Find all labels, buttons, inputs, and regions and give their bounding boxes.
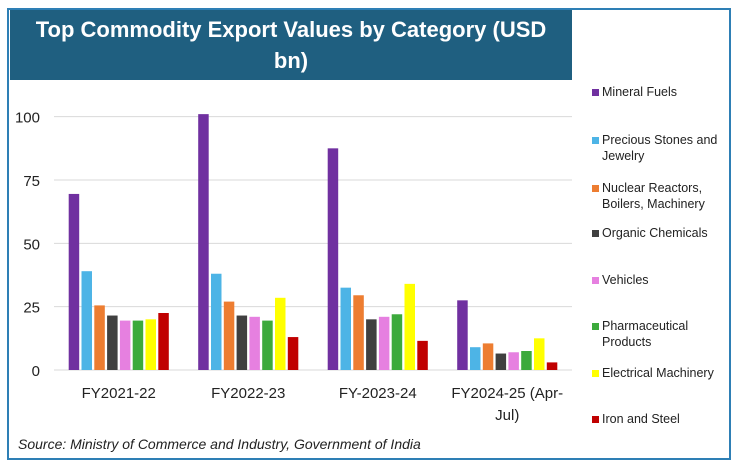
legend-item: Precious Stones and Jewelry	[592, 132, 717, 164]
y-tick-label: 50	[23, 236, 40, 253]
bar-electrical-machinery-3	[534, 338, 545, 370]
bar-iron-and-steel-2	[417, 340, 428, 370]
bar-iron-and-steel-1	[287, 337, 299, 370]
legend-item: Iron and Steel	[592, 411, 680, 427]
bar-electrical-machinery-0	[145, 319, 156, 370]
y-tick-label: 25	[23, 300, 40, 317]
y-tick-label: 100	[15, 110, 40, 127]
legend-item: Pharmaceutical Products	[592, 318, 688, 350]
x-tick-label: FY2024-25 (Apr-	[451, 385, 563, 402]
chart-frame	[7, 8, 731, 460]
legend-swatch	[592, 323, 599, 330]
bar-precious-stones-and-jewelry-3	[470, 347, 481, 370]
bar-organic-chemicals-0	[107, 315, 118, 370]
bar-electrical-machinery-2	[404, 283, 415, 370]
legend-swatch	[592, 370, 599, 377]
bar-pharmaceutical-products-1	[262, 320, 273, 370]
bar-nuclear-reactors-boilers-machinery-0	[94, 305, 105, 370]
bar-precious-stones-and-jewelry-1	[211, 273, 222, 370]
x-tick-label: FY2022-23	[211, 385, 285, 402]
bar-electrical-machinery-1	[275, 297, 286, 370]
bar-organic-chemicals-2	[366, 319, 377, 370]
bar-iron-and-steel-0	[158, 313, 169, 370]
chart-title-text: Top Commodity Export Values by Category …	[35, 17, 547, 73]
source-note: Source: Ministry of Commerce and Industr…	[18, 436, 421, 452]
legend-item: Vehicles	[592, 272, 649, 288]
legend-item: Organic Chemicals	[592, 225, 708, 241]
legend-item: Nuclear Reactors, Boilers, Machinery	[592, 180, 705, 212]
bar-mineral-fuels-0	[68, 193, 80, 370]
y-tick-label: 0	[32, 363, 40, 380]
x-tick-label: FY-2023-24	[339, 385, 417, 402]
legend-swatch	[592, 230, 599, 237]
legend-swatch	[592, 277, 599, 284]
bar-vehicles-0	[119, 320, 131, 370]
bar-organic-chemicals-3	[495, 353, 507, 370]
bar-pharmaceutical-products-2	[391, 314, 403, 370]
legend-label: Vehicles	[602, 273, 649, 287]
y-tick-label: 75	[23, 173, 40, 190]
x-tick-label: Jul)	[495, 407, 519, 424]
bar-mineral-fuels-1	[198, 114, 209, 370]
bar-nuclear-reactors-boilers-machinery-2	[353, 295, 364, 370]
bar-precious-stones-and-jewelry-2	[340, 287, 351, 370]
legend-item: Mineral Fuels	[592, 84, 677, 100]
x-tick-label: FY2021-22	[82, 385, 156, 402]
bar-organic-chemicals-1	[236, 315, 248, 370]
legend-label: Pharmaceutical Products	[602, 319, 689, 349]
legend-swatch	[592, 137, 599, 144]
bar-mineral-fuels-3	[457, 300, 468, 370]
bar-vehicles-2	[378, 316, 390, 370]
legend-item: Electrical Machinery	[592, 365, 714, 381]
bar-nuclear-reactors-boilers-machinery-3	[482, 343, 494, 370]
bar-precious-stones-and-jewelry-0	[81, 271, 92, 370]
legend-label: Iron and Steel	[602, 412, 680, 426]
chart-title: Top Commodity Export Values by Category …	[10, 10, 572, 80]
legend-label: Organic Chemicals	[602, 226, 708, 240]
bar-vehicles-3	[508, 352, 519, 370]
legend-swatch	[592, 89, 599, 96]
legend-label: Mineral Fuels	[602, 85, 678, 99]
legend-label: Precious Stones and Jewelry	[602, 133, 718, 163]
legend-label: Nuclear Reactors, Boilers, Machinery	[602, 181, 705, 211]
bar-vehicles-1	[249, 316, 260, 370]
bar-nuclear-reactors-boilers-machinery-1	[223, 301, 235, 370]
bar-pharmaceutical-products-3	[521, 351, 532, 370]
bar-pharmaceutical-products-0	[132, 320, 144, 370]
bar-mineral-fuels-2	[327, 148, 339, 370]
legend-label: Electrical Machinery	[602, 366, 714, 380]
legend-swatch	[592, 416, 599, 423]
bar-iron-and-steel-3	[546, 362, 558, 370]
legend-swatch	[592, 185, 599, 192]
